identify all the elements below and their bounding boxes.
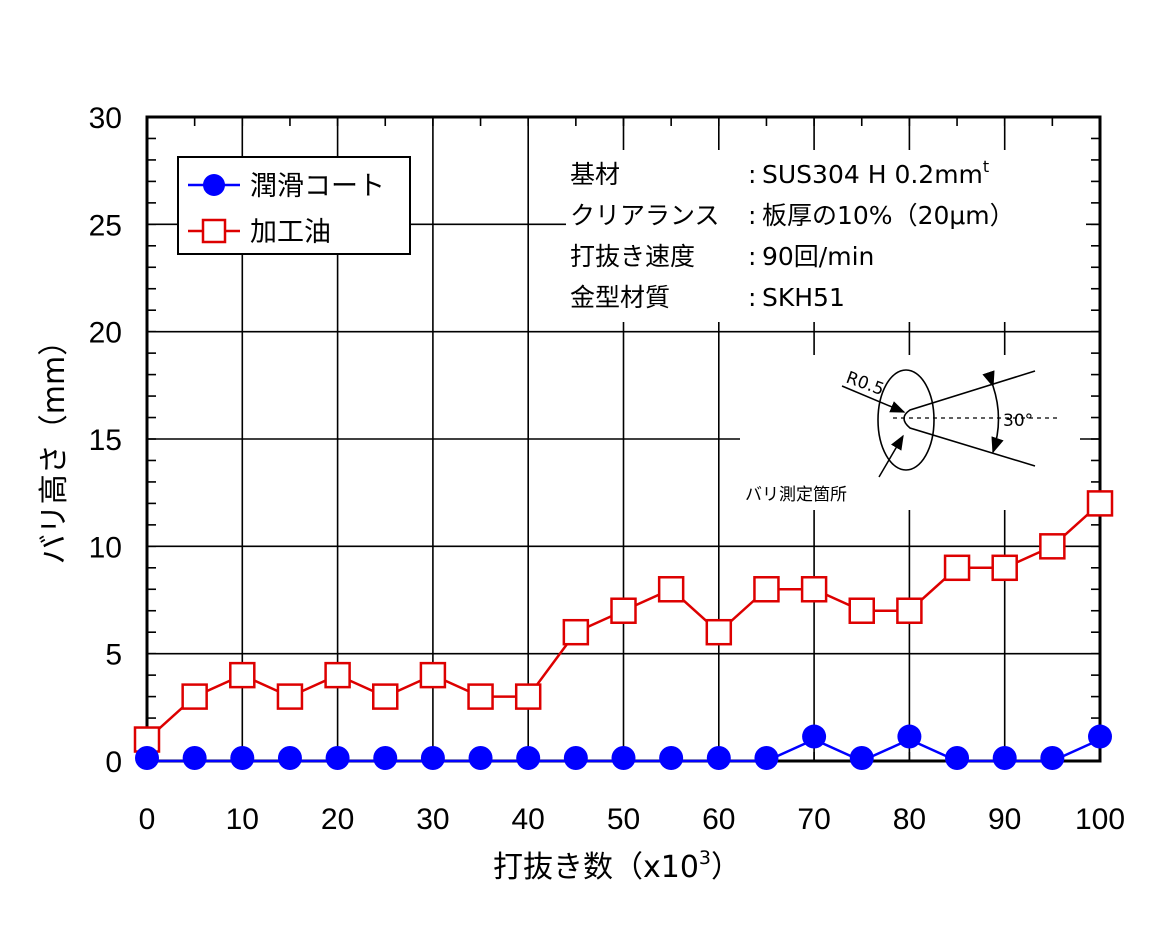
test-conditions: 基材 : SUS304 H 0.2mmt クリアランス : 板厚の10%（20μ… xyxy=(566,150,1086,322)
data-point-square xyxy=(419,661,447,689)
x-tick-label: 100 xyxy=(1075,803,1125,836)
y-axis-label: バリ高さ（mm） xyxy=(37,326,72,564)
conditions-backdrop xyxy=(566,150,1086,322)
y-tick-label: 15 xyxy=(89,424,122,457)
condition-separator: : xyxy=(748,283,756,312)
y-tick-labels: 0 5 10 15 20 25 30 xyxy=(89,102,122,779)
measurement-ellipse xyxy=(877,369,935,471)
data-point-square xyxy=(514,683,542,710)
x-tick-labels: 0 10 20 30 40 50 60 70 80 90 100 xyxy=(139,803,1125,836)
data-point-square xyxy=(133,726,161,753)
data-point-circle xyxy=(325,746,350,770)
radius-leader-line xyxy=(841,385,906,413)
data-point-circle xyxy=(516,746,541,770)
x-tick-label: 80 xyxy=(893,803,926,836)
condition-separator: : xyxy=(748,201,756,230)
diagram-backdrop xyxy=(740,355,1080,510)
condition-value-base: SUS304 H 0.2mmt xyxy=(762,157,989,189)
data-point-circle xyxy=(754,746,779,770)
data-point-circle xyxy=(563,746,588,770)
condition-value-die-material: SKH51 xyxy=(762,283,845,312)
data-point-circle xyxy=(659,746,684,770)
legend-item-processing-oil: 加工油 xyxy=(188,217,331,248)
y-tick-label: 30 xyxy=(89,102,122,135)
y-tick-label: 20 xyxy=(89,317,122,350)
condition-value-speed: 90回/min xyxy=(762,242,874,271)
x-axis-label: 打抜き数（x103） xyxy=(493,847,741,885)
data-point-circle xyxy=(802,724,827,749)
x-tick-label: 10 xyxy=(226,803,259,836)
legend-item-lubricant-coat: 潤滑コート xyxy=(188,171,385,202)
data-point-square xyxy=(1086,490,1114,517)
measurement-leader-line xyxy=(878,434,904,478)
legend-marker-circle xyxy=(203,174,225,196)
data-point-square xyxy=(229,661,256,689)
data-point-circle xyxy=(849,746,874,770)
y-tick-label: 0 xyxy=(105,746,122,779)
x-tick-label: 90 xyxy=(988,803,1021,836)
data-point-square xyxy=(991,554,1018,582)
x-tick-label: 40 xyxy=(512,803,545,836)
data-point-square xyxy=(181,683,208,710)
x-tick-label: 70 xyxy=(797,803,830,836)
data-point-circle xyxy=(182,746,207,770)
data-point-square xyxy=(753,576,780,603)
legend-marker-square xyxy=(201,218,227,244)
condition-label-clearance: クリアランス xyxy=(570,201,720,230)
series-layer xyxy=(133,490,1114,770)
condition-label-die-material: 金型材質 xyxy=(570,283,670,312)
x-tick-label: 0 xyxy=(139,803,156,836)
data-point-square xyxy=(800,576,828,603)
data-point-square xyxy=(467,683,494,710)
legend-box xyxy=(177,156,411,255)
data-point-square xyxy=(943,554,971,582)
y-tick-label: 5 xyxy=(105,639,122,672)
x-tick-label: 20 xyxy=(321,803,354,836)
angle-label: 30° xyxy=(1003,411,1033,431)
data-point-circle xyxy=(611,746,636,770)
data-point-circle xyxy=(373,746,398,770)
data-point-circle xyxy=(420,746,445,770)
data-point-square xyxy=(896,597,923,624)
legend: 潤滑コート 加工油 xyxy=(177,156,411,255)
x-tick-label: 60 xyxy=(702,803,735,836)
data-point-circle xyxy=(897,724,922,749)
measurement-location-label: バリ測定箇所 xyxy=(745,485,847,505)
condition-separator: : xyxy=(748,160,756,189)
data-point-circle xyxy=(706,746,731,770)
data-point-square xyxy=(848,597,875,624)
condition-label-speed: 打抜き速度 xyxy=(570,242,695,271)
punch-tip-diagram: 30° R0.5 バリ測定箇所 xyxy=(740,355,1080,510)
data-point-square xyxy=(610,597,637,624)
legend-label-lubricant-coat: 潤滑コート xyxy=(250,171,385,202)
y-tick-label: 10 xyxy=(89,531,122,564)
x-tick-label: 30 xyxy=(416,803,449,836)
x-tick-label: 50 xyxy=(607,803,640,836)
data-point-square xyxy=(324,661,351,689)
condition-label-base: 基材 xyxy=(570,160,620,189)
data-point-circle xyxy=(135,746,159,770)
data-point-circle xyxy=(230,746,255,770)
series-processing-oil xyxy=(133,490,1114,753)
angle-arc xyxy=(982,370,1004,454)
data-point-circle xyxy=(468,746,493,770)
data-point-square xyxy=(1039,533,1066,560)
data-point-circle xyxy=(277,746,302,770)
condition-separator: : xyxy=(748,242,756,271)
condition-value-clearance: 板厚の10%（20μm） xyxy=(762,201,1015,230)
series-lubricant-coat xyxy=(135,724,1112,770)
data-point-circle xyxy=(1088,724,1112,749)
data-point-square xyxy=(372,683,399,710)
data-point-circle xyxy=(1040,746,1065,770)
data-point-circle xyxy=(945,746,970,770)
data-point-circle xyxy=(992,746,1017,770)
y-tick-label: 25 xyxy=(89,209,122,242)
data-point-square xyxy=(705,618,733,646)
data-point-square xyxy=(657,576,685,603)
data-point-square xyxy=(276,683,304,710)
data-point-square xyxy=(562,618,590,646)
legend-label-processing-oil: 加工油 xyxy=(250,217,331,248)
